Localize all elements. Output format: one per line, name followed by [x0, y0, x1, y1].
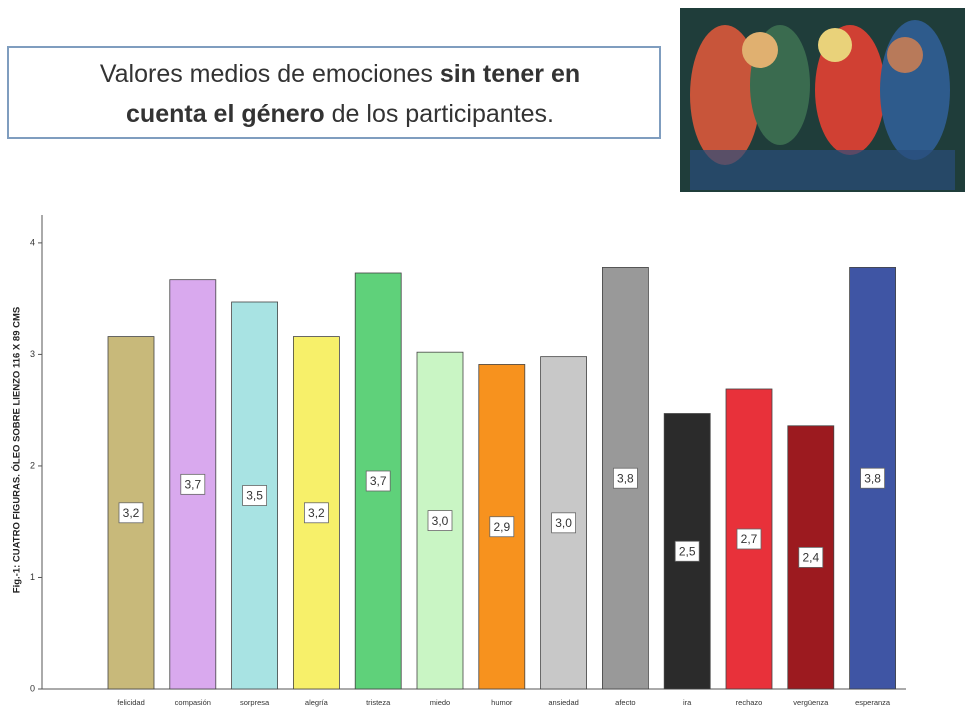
value-label: 3,7 [370, 474, 387, 488]
y-tick-label: 1 [30, 572, 35, 582]
x-tick-label: tristeza [366, 698, 391, 707]
value-label: 3,2 [308, 506, 325, 520]
value-label: 3,0 [555, 516, 572, 530]
value-label: 3,2 [123, 506, 140, 520]
value-label-box [674, 540, 700, 562]
x-tick-label: ira [683, 698, 692, 707]
value-label-box [303, 502, 329, 524]
value-label-box [427, 510, 453, 531]
chart-title: Valores medios de emociones sin tener en [100, 60, 580, 88]
x-tick-label: esperanza [855, 698, 891, 707]
value-label-box [118, 502, 144, 524]
value-label: 2,4 [802, 551, 819, 565]
x-tick-label: sorpresa [240, 698, 270, 707]
x-tick-label: vergüenza [793, 698, 829, 707]
x-tick-label: felicidad [117, 698, 145, 707]
value-label: 3,8 [864, 471, 881, 485]
x-tick-label: alegría [305, 698, 329, 707]
value-label-box [365, 470, 391, 492]
value-label: 3,7 [184, 478, 201, 492]
title-part: de los participantes. [325, 100, 554, 128]
value-label-box [551, 512, 576, 534]
x-tick-label: rechazo [736, 698, 763, 707]
value-label: 3,0 [432, 514, 449, 528]
value-label-box [613, 467, 638, 489]
value-label: 2,5 [679, 544, 696, 558]
chart-title: cuenta el género de los participantes. [126, 100, 554, 128]
value-label-box [736, 528, 762, 550]
y-tick-label: 4 [30, 237, 35, 247]
value-label-box [798, 546, 824, 568]
value-label: 2,7 [741, 532, 758, 546]
value-label-box [860, 467, 885, 489]
value-label: 3,5 [246, 489, 263, 503]
y-axis-label: Fig.-1: CUATRO FIGURAS. ÓLEO SOBRE LIENZ… [11, 307, 23, 593]
x-tick-label: miedo [430, 698, 450, 707]
value-label-box [242, 485, 268, 506]
x-tick-label: afecto [615, 698, 635, 707]
value-label: 3,8 [617, 471, 634, 485]
painting [680, 8, 965, 192]
value-label-box [180, 473, 206, 495]
value-label-box [489, 516, 515, 538]
x-tick-label: humor [491, 698, 513, 707]
title-box [7, 46, 661, 139]
x-tick-label: ansiedad [548, 698, 578, 707]
y-tick-label: 0 [30, 683, 35, 693]
title-part: sin tener en [440, 60, 580, 88]
x-tick-label: compasión [175, 698, 211, 707]
title-part: Valores medios de emociones [100, 60, 440, 88]
y-tick-label: 3 [30, 349, 35, 359]
y-tick-label: 2 [30, 460, 35, 470]
value-label: 2,9 [493, 520, 510, 534]
title-part: cuenta el género [126, 100, 325, 128]
